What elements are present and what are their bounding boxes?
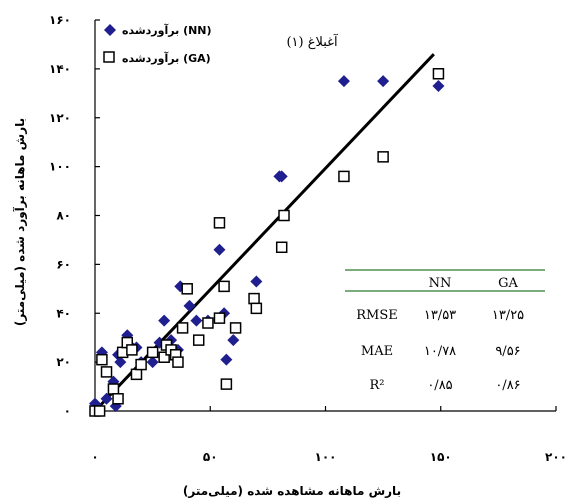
nn-point [114, 356, 127, 369]
ga-point [338, 170, 350, 183]
x-tick-label: ۱۵۰ [430, 450, 452, 464]
nn-point [100, 392, 113, 405]
legend-ga-label: برآوردشده (GA) [122, 51, 211, 65]
nn-point [183, 299, 196, 312]
ga-point [213, 217, 226, 229]
y-tick-label: ۱۲۰ [49, 111, 71, 125]
x-tick-label: ۲۰۰ [545, 450, 567, 464]
table-rmse-ga: ۱۳/۲۵ [492, 308, 524, 323]
ga-point [135, 358, 147, 371]
nn-point [213, 243, 226, 256]
nn-point [275, 170, 288, 183]
series-ga-points [89, 68, 445, 417]
legend: برآوردشده (NN) برآوردشده (GA) [103, 23, 212, 65]
ga-point [158, 351, 170, 363]
ga-point [229, 322, 242, 334]
stats-table: NN GA RMSE ۱۳/۵۳ ۱۳/۲۵ MAE ۱۰/۷۸ ۹/۵۶ R²… [345, 269, 545, 393]
ga-point [96, 353, 108, 366]
x-tick-label: ۱۰۰ [315, 450, 337, 464]
ga-point [181, 283, 193, 295]
ga-point [377, 151, 389, 163]
x-tick-label: ۵۰ [203, 450, 218, 464]
table-r2-nn: ۰/۸۵ [427, 378, 452, 393]
y-tick-label: ۲۰ [56, 355, 71, 369]
table-row-label-r2: R² [370, 378, 385, 393]
y-axis-ticks: ۰ ۲۰ ۴۰ ۶۰ ۸۰ ۱۰۰ ۱۲۰ ۱۴۰ ۱۶۰ [49, 13, 100, 418]
y-tick-label: ۸۰ [56, 209, 71, 223]
table-header-nn: NN [429, 276, 452, 291]
table-r2-ga: ۰/۸۶ [495, 378, 520, 393]
nn-point [377, 75, 390, 88]
ga-point [218, 280, 230, 293]
table-mae-nn: ۱۰/۷۸ [424, 344, 456, 359]
legend-ga-marker [103, 51, 115, 63]
table-rmse-nn: ۱۳/۵۳ [424, 308, 456, 323]
ga-point [202, 317, 214, 329]
y-tick-label: ۶۰ [56, 257, 71, 271]
nn-point [250, 275, 263, 288]
ga-point [432, 68, 445, 80]
legend-nn-marker [104, 24, 116, 36]
y-axis-title: بارش ماهانه برآورد شده (میلی‌متر) [12, 118, 28, 326]
y-tick-label: ۱۶۰ [49, 13, 71, 27]
ga-point [100, 366, 113, 378]
x-axis-ticks: ۰ ۵۰ ۱۰۰ ۱۵۰ ۲۰۰ [91, 406, 567, 464]
ga-point [107, 383, 120, 395]
ga-point [146, 346, 159, 359]
ga-point [220, 378, 233, 390]
x-tick-label: ۰ [91, 450, 98, 464]
ga-point [248, 292, 260, 305]
y-tick-label: ۱۰۰ [49, 160, 71, 174]
nn-point [190, 314, 203, 327]
ga-point [278, 209, 290, 222]
table-mae-ga: ۹/۵۶ [495, 344, 520, 359]
chart-annotation: آغبلاغ (۱) [286, 33, 339, 50]
ga-point [213, 312, 226, 324]
nn-point [227, 334, 240, 347]
table-row-label-mae: MAE [361, 344, 393, 359]
nn-point [146, 356, 159, 369]
ga-point [93, 405, 106, 417]
ga-point [275, 241, 288, 254]
ga-point [112, 393, 124, 405]
nn-point [220, 353, 233, 366]
nn-point [158, 314, 171, 327]
nn-point [432, 79, 445, 92]
plot-area: ۰ ۵۰ ۱۰۰ ۱۵۰ ۲۰۰ ۰ ۲۰ ۴۰ ۶۰ ۸۰ ۱۰۰ ۱۲۰ ۱۴۰ ۱۶۰ [49, 13, 567, 464]
ga-point [250, 302, 263, 315]
table-row-label-rmse: RMSE [356, 308, 398, 323]
ga-point [130, 368, 143, 381]
legend-nn-label: برآوردشده (NN) [122, 23, 212, 37]
ga-point [172, 356, 184, 368]
y-tick-label: ۴۰ [56, 306, 71, 320]
ga-point [192, 334, 205, 346]
ga-point [126, 344, 138, 356]
table-header-ga: GA [498, 276, 518, 291]
x-axis-title: بارش ماهانه مشاهده شده (میلی‌متر) [183, 484, 401, 498]
y-tick-label: ۱۴۰ [49, 62, 71, 76]
y-tick-label: ۰ [64, 404, 71, 418]
ga-point [176, 322, 189, 334]
nn-point [337, 75, 350, 88]
